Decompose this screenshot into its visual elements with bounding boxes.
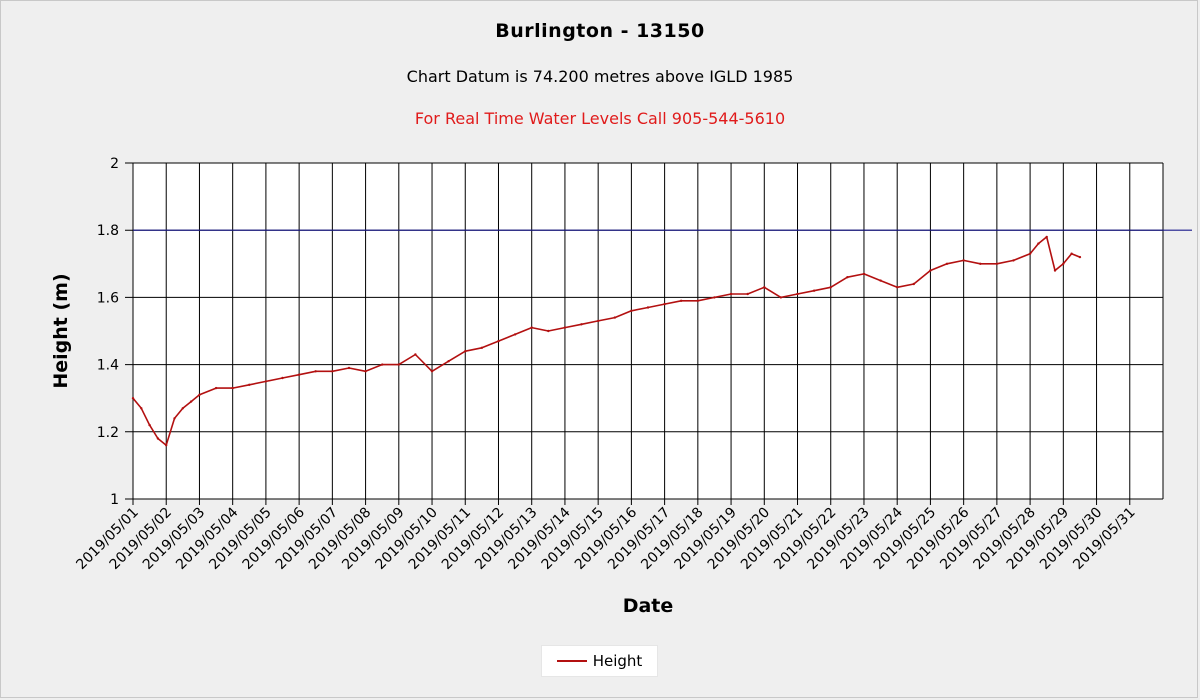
chart-subtitle: Chart Datum is 74.200 metres above IGLD …	[406, 67, 794, 86]
series-point	[198, 393, 201, 396]
realtime-notice: For Real Time Water Levels Call 905-544-…	[414, 109, 786, 128]
series-point	[746, 292, 749, 296]
series-point	[530, 326, 533, 329]
series-point	[264, 380, 268, 383]
series-point	[547, 329, 550, 333]
y-tick-label: 1.4	[97, 358, 119, 374]
series-point	[1012, 259, 1015, 262]
series-point	[1037, 242, 1040, 245]
series-point	[364, 370, 367, 373]
series-point	[729, 292, 733, 296]
series-point	[173, 417, 176, 420]
series-point	[796, 292, 799, 296]
series-point	[995, 262, 999, 265]
series-point	[148, 423, 151, 427]
legend-swatch-icon	[556, 660, 587, 662]
legend: Height	[541, 645, 658, 677]
series-point	[1062, 262, 1065, 265]
series-point	[663, 302, 666, 306]
y-tick-label: 1.6	[97, 290, 119, 306]
series-point	[979, 262, 982, 265]
series-point	[929, 269, 932, 272]
series-point	[1078, 255, 1082, 259]
series-point	[497, 339, 500, 343]
series-point	[248, 383, 251, 386]
series-point	[140, 407, 143, 410]
series-point	[563, 326, 567, 329]
series-point	[912, 282, 915, 286]
y-tick-label: 2	[110, 156, 119, 172]
series-point	[879, 279, 882, 282]
series-point	[580, 323, 583, 326]
series-point	[231, 386, 234, 390]
series-point	[214, 386, 218, 390]
series-point	[464, 350, 467, 353]
series-point	[862, 272, 866, 276]
y-axis-label: Height (m)	[50, 273, 72, 388]
series-point	[513, 333, 517, 336]
series-point	[397, 363, 400, 366]
series-point	[597, 319, 600, 323]
series-point	[447, 360, 450, 363]
series-point	[314, 370, 317, 373]
series-height	[131, 235, 1082, 447]
series-point	[156, 437, 160, 440]
series-point	[1045, 235, 1048, 239]
plot-area	[133, 163, 1163, 499]
series-point	[779, 296, 783, 299]
series-point	[962, 259, 965, 262]
series-point	[763, 286, 766, 289]
series-point	[430, 370, 434, 373]
series-point	[297, 373, 301, 376]
series-point	[812, 289, 816, 292]
y-tick-label: 1.8	[97, 223, 119, 239]
series-point	[713, 296, 716, 299]
series-point	[630, 309, 633, 312]
series-point	[829, 286, 832, 289]
series-point	[1028, 252, 1032, 255]
series-point	[1053, 269, 1057, 272]
x-axis-label: Date	[623, 595, 674, 617]
y-tick-labels: 1 1.2 1.4 1.6 1.8 2	[97, 156, 119, 508]
chart-title: Burlington - 13150	[495, 20, 705, 42]
legend-label: Height	[592, 652, 643, 670]
series-point	[613, 316, 616, 319]
series-point	[896, 286, 899, 289]
series-point	[347, 366, 351, 370]
series-point	[646, 306, 650, 309]
series-point	[846, 276, 849, 279]
series-point	[131, 397, 135, 400]
x-tick-labels: 2019/05/012019/05/022019/05/032019/05/04…	[73, 504, 1138, 572]
series-point	[181, 407, 184, 410]
series-point	[165, 444, 168, 447]
series-point	[1070, 252, 1073, 255]
series-point	[281, 376, 284, 380]
y-tick-label: 1.2	[97, 425, 119, 441]
series-point	[696, 299, 699, 302]
series-point	[945, 262, 949, 265]
series-point	[331, 370, 334, 373]
series-point	[480, 346, 484, 349]
series-point	[414, 353, 417, 356]
series-point	[189, 400, 193, 403]
series-point	[381, 363, 384, 366]
series-point	[680, 299, 683, 302]
y-tick-label: 1	[110, 492, 119, 508]
